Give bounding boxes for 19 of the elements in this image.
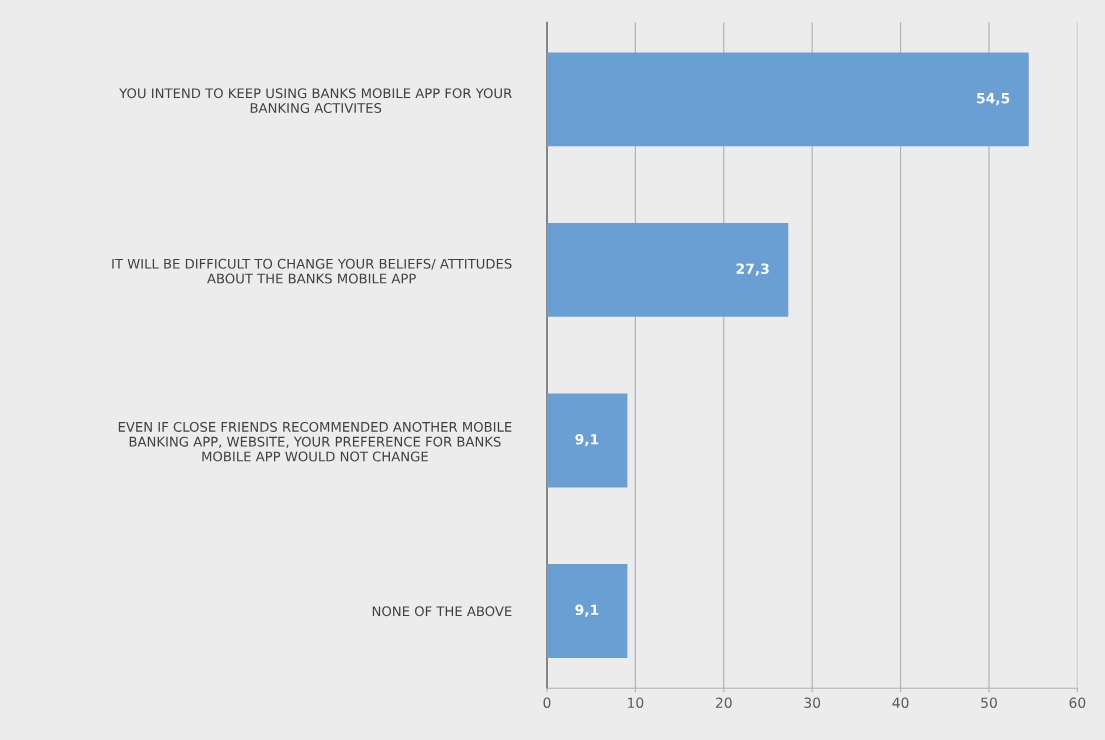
x-tick-label: 40 [892, 697, 909, 708]
y-tick-label: EVEN IF CLOSE FRIENDS RECOMMENDED ANOTHER MOBILE BANKING APP, WEBSITE, YOUR PREFERENCE FOR BANKS MOBILE APP WOULD NOT CHANGE [118, 421, 512, 462]
y-tick-label: NONE OF THE ABOVE [372, 606, 512, 617]
x-tick-label: 60 [1069, 697, 1086, 708]
data-label: 54,5 [977, 93, 1010, 106]
x-tick-label: 10 [628, 697, 644, 708]
x-tick-label: 30 [804, 697, 821, 708]
bar [546, 393, 628, 488]
y-tick-label: YOU INTEND TO KEEP USING BANKS MOBILE APP FOR YOUR BANKING ACTIVITES [119, 88, 512, 113]
bar [546, 223, 789, 317]
y-tick-label: IT WILL BE DIFFICULT TO CHANGE YOUR BELIEFS/ ATTITUDES ABOUT THE BANKS MOBILE APP [112, 258, 512, 284]
x-tick-label: 20 [715, 697, 732, 708]
bar [546, 52, 1029, 147]
x-tick-label: 0 [543, 697, 551, 708]
data-label: 9,1 [575, 604, 599, 617]
data-label: 9,1 [575, 434, 599, 447]
data-label: 27,3 [736, 263, 769, 276]
x-tick-label: 50 [981, 697, 997, 708]
bar [546, 564, 628, 658]
